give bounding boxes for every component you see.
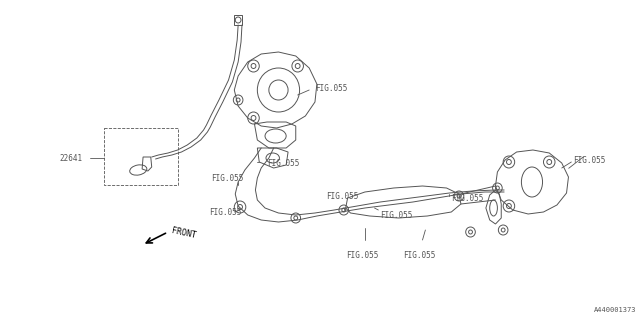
Text: FIG.055: FIG.055: [346, 251, 378, 260]
Text: FIG.055: FIG.055: [267, 158, 300, 167]
Text: FRONT: FRONT: [171, 226, 197, 240]
Text: FIG.055: FIG.055: [326, 191, 359, 201]
Text: FIG.055: FIG.055: [451, 194, 484, 203]
Text: FIG.055: FIG.055: [403, 251, 436, 260]
Text: FIG.055: FIG.055: [209, 207, 242, 217]
Text: FIG.055: FIG.055: [380, 211, 413, 220]
Text: FIG.055: FIG.055: [315, 84, 348, 92]
Text: FIG.055: FIG.055: [211, 173, 244, 182]
Text: A440001373: A440001373: [593, 307, 636, 313]
Text: FIG.055: FIG.055: [573, 156, 605, 164]
Text: 22641: 22641: [60, 154, 83, 163]
